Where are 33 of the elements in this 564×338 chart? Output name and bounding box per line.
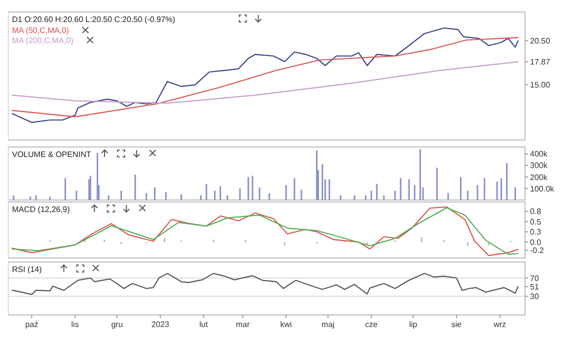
text: MA (50,C,MA,0) (12, 26, 70, 35)
y-tick-label: 0.8 (530, 207, 542, 216)
text: MA (200,C,MA,0) (12, 36, 74, 45)
y-tick-label: 200k (530, 172, 548, 182)
y-tick-label: 51 (530, 282, 540, 292)
x-tick-label: lut (199, 320, 209, 329)
x-tick-label: cze (365, 320, 378, 329)
x-tick-label: paź (25, 320, 38, 329)
y-tick-label: 70 (530, 274, 540, 283)
x-tick-label: maj (322, 320, 335, 329)
x-tick-label: lip (409, 320, 418, 329)
x-tick-label: 2023 (151, 320, 170, 329)
x-tick-label: gru (111, 320, 123, 329)
y-tick-label: -0.2 (530, 246, 544, 256)
y-tick-label: 30 (530, 292, 540, 302)
chart-title: RSI (14) (12, 265, 42, 274)
y-tick-label: 100.0k (530, 184, 556, 194)
chart-title: MACD (12,26,9) (12, 205, 70, 214)
y-tick-label: 400k (530, 150, 548, 159)
x-tick-label: sie (451, 320, 462, 329)
x-tick-label: lis (71, 320, 79, 329)
y-tick-label: 0.3 (530, 228, 542, 237)
y-tick-label: 300k (530, 161, 548, 170)
y-tick-label: 17.87 (530, 58, 551, 67)
x-tick-label: kwi (280, 320, 292, 329)
y-tick-label: 20.50 (530, 36, 551, 46)
x-tick-label: mar (236, 320, 250, 329)
y-tick-label: 15.00 (530, 80, 551, 90)
x-tick-label: wrz (492, 320, 506, 329)
chart-title: VOLUME & OPENINT (12, 150, 92, 159)
y-tick-label: 0.5 (530, 217, 542, 226)
chart-title: D1 O:20.60 H:20.60 L:20.50 C:20.50 (-0.97%) (12, 15, 176, 24)
y-tick-label: 0.0 (530, 238, 542, 247)
